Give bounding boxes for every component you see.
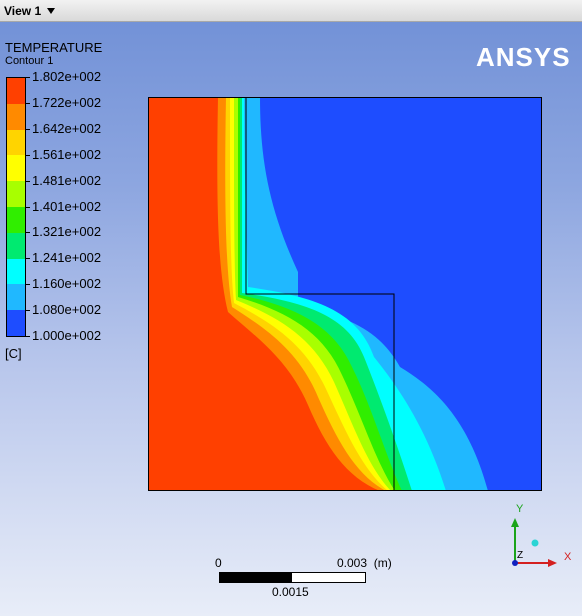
solid-step-outline — [245, 97, 395, 491]
view-titlebar: View 1 — [0, 0, 582, 22]
domain-outline — [148, 97, 542, 491]
legend-level-label: 1.321e+002 — [32, 224, 102, 240]
scale-label-right: 0.003 (m) — [337, 556, 392, 570]
legend-color-band — [7, 258, 25, 285]
y-axis-label: Y — [516, 503, 524, 515]
legend-level-label: 1.000e+002 — [32, 328, 102, 343]
temperature-contour-plot — [148, 97, 542, 491]
legend-title: TEMPERATURE — [5, 40, 103, 55]
legend-color-band — [7, 155, 25, 182]
legend-tick — [26, 206, 30, 208]
legend-level-label: 1.241e+002 — [32, 250, 102, 266]
legend-level-label: 1.401e+002 — [32, 198, 102, 214]
legend-level-label: 1.561e+002 — [32, 146, 102, 162]
legend-level-label: 1.722e+002 — [32, 94, 102, 110]
contour-hot-region — [148, 97, 380, 491]
scale-label-left: 0 — [215, 556, 222, 570]
legend-tick — [26, 180, 30, 182]
legend-tick — [26, 232, 30, 234]
scale-unit: (m) — [373, 556, 392, 570]
scale-label-mid: 0.0015 — [272, 585, 309, 599]
legend-tick — [26, 128, 30, 130]
legend-level-label: 1.642e+002 — [32, 120, 102, 136]
legend-subtitle: Contour 1 — [5, 55, 54, 67]
x-axis-label: X — [564, 551, 572, 563]
legend-tick — [26, 77, 30, 78]
legend-level-label: 1.080e+002 — [32, 302, 102, 318]
legend-color-band — [7, 232, 25, 259]
z-axis-origin-icon — [512, 560, 518, 566]
legend-color-band — [7, 129, 25, 156]
legend-level-label: 1.481e+002 — [32, 172, 102, 188]
view-center-icon — [531, 539, 539, 547]
legend-color-band — [7, 103, 25, 130]
axis-triad: Y X Z — [511, 503, 572, 567]
y-axis-arrow-icon — [511, 518, 519, 527]
view-selector[interactable]: View 1 — [4, 3, 56, 19]
legend-color-band — [7, 78, 25, 104]
legend-tick — [26, 310, 30, 312]
scale-bar-fill — [220, 573, 292, 582]
dropdown-arrow-icon — [47, 8, 56, 14]
legend-color-bar — [6, 77, 26, 337]
x-axis-arrow-icon — [548, 559, 557, 567]
legend-color-band — [7, 284, 25, 311]
legend-color-band — [7, 206, 25, 233]
legend-tick — [26, 284, 30, 286]
legend-tick — [26, 154, 30, 156]
legend-unit: [C] — [5, 346, 22, 361]
legend-color-band — [7, 310, 25, 336]
legend-tick — [26, 336, 30, 337]
legend-tick — [26, 102, 30, 104]
legend-level-label: 1.160e+002 — [32, 276, 102, 292]
z-axis-label: Z — [517, 550, 523, 561]
scale-bar — [219, 572, 366, 583]
legend-color-band — [7, 181, 25, 207]
scale-right-value: 0.003 — [337, 556, 368, 570]
legend-tick — [26, 258, 30, 260]
legend-level-label: 1.802e+002 — [32, 69, 102, 84]
ansys-logo: ANSYS — [476, 42, 571, 72]
view-tab-label: View 1 — [4, 4, 42, 18]
